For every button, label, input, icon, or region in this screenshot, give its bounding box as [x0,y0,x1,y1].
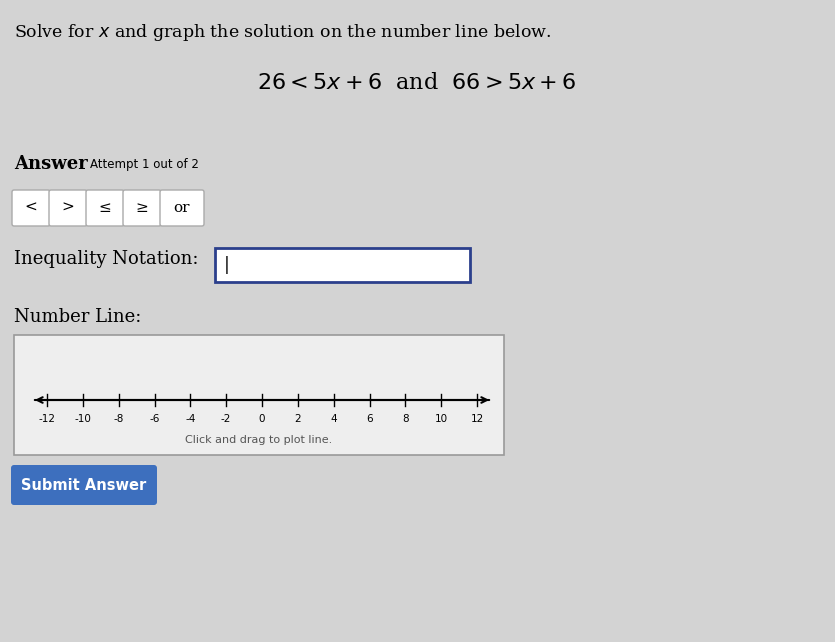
Text: >: > [62,201,74,215]
FancyBboxPatch shape [12,190,50,226]
FancyBboxPatch shape [160,190,204,226]
FancyBboxPatch shape [49,190,87,226]
Text: 6: 6 [367,414,372,424]
Text: 8: 8 [402,414,408,424]
Text: 2: 2 [295,414,301,424]
FancyBboxPatch shape [123,190,161,226]
FancyBboxPatch shape [86,190,124,226]
Text: Attempt 1 out of 2: Attempt 1 out of 2 [90,158,199,171]
Text: Number Line:: Number Line: [14,308,141,326]
Text: Solve for $x$ and graph the solution on the number line below.: Solve for $x$ and graph the solution on … [14,22,551,43]
Text: or: or [174,201,190,215]
Text: Inequality Notation:: Inequality Notation: [14,250,199,268]
Text: -2: -2 [221,414,231,424]
FancyBboxPatch shape [11,465,157,505]
Text: $26 < 5x + 6$  and  $66 > 5x + 6$: $26 < 5x + 6$ and $66 > 5x + 6$ [257,72,577,94]
Text: |: | [222,256,232,274]
FancyBboxPatch shape [14,335,504,455]
Text: <: < [24,201,38,215]
Text: -4: -4 [185,414,195,424]
Text: Answer: Answer [14,155,88,173]
Text: -8: -8 [114,414,124,424]
Text: Click and drag to plot line.: Click and drag to plot line. [185,435,332,445]
Text: -10: -10 [74,414,91,424]
Text: 12: 12 [470,414,483,424]
Text: ≥: ≥ [135,201,149,215]
Text: ≤: ≤ [99,201,111,215]
Text: -12: -12 [38,414,55,424]
Text: 0: 0 [259,414,266,424]
FancyBboxPatch shape [215,248,470,282]
Text: Submit Answer: Submit Answer [22,478,147,492]
Text: -6: -6 [149,414,159,424]
Text: 4: 4 [331,414,337,424]
Text: 10: 10 [434,414,448,424]
